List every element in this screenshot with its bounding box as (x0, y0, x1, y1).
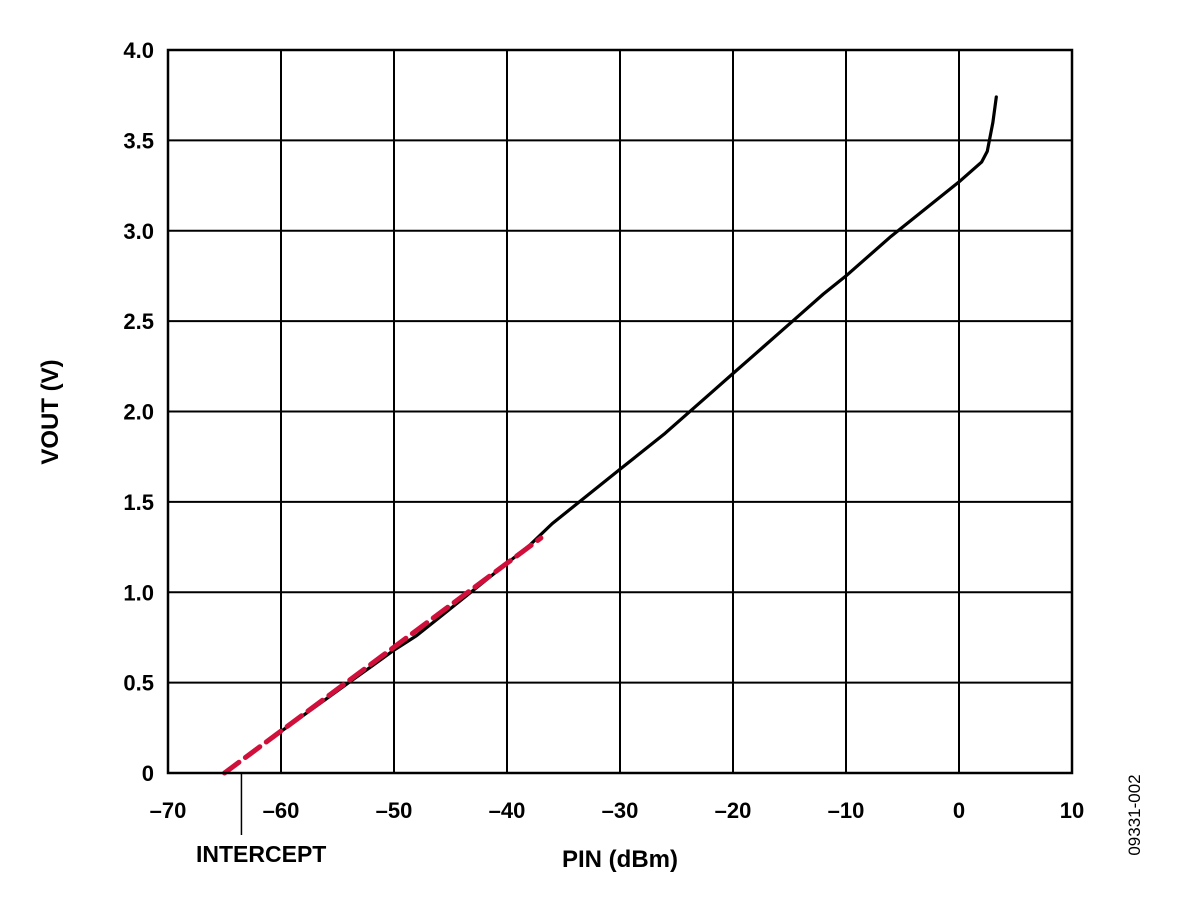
y-tick-label: 0.5 (123, 671, 154, 696)
x-tick-label: –70 (150, 798, 187, 823)
y-tick-label: 1.5 (123, 490, 154, 515)
x-axis-title: PIN (dBm) (562, 846, 678, 873)
x-tick-label: 0 (953, 798, 965, 823)
x-tick-label: –60 (263, 798, 300, 823)
figure-id: 09331-002 (1125, 774, 1144, 855)
x-tick-label: –30 (602, 798, 639, 823)
y-tick-label: 0 (142, 761, 154, 786)
vout-curve (279, 95, 998, 733)
y-axis-title: VOUT (V) (37, 359, 64, 464)
x-tick-label: –10 (828, 798, 865, 823)
intercept-fit-line (222, 535, 544, 776)
grid-lines (167, 49, 1073, 774)
y-tick-label: 2.5 (123, 309, 154, 334)
data-series (222, 95, 998, 776)
plot-border (166, 48, 1074, 775)
y-tick-label: 3.5 (123, 128, 154, 153)
plot-frame (166, 48, 1074, 775)
y-tick-label: 2.0 (123, 400, 154, 425)
tick-labels: –70 –60 –50 –40 –30 –20 –10 0 10 0 0.5 1.0 1.5 2.0 2.5… (123, 38, 1084, 823)
x-tick-label: –20 (715, 798, 752, 823)
x-tick-label: –50 (376, 798, 413, 823)
intercept-annotation: INTERCEPT (196, 841, 326, 867)
y-tick-label: 4.0 (123, 38, 154, 63)
x-tick-label: 10 (1060, 798, 1084, 823)
x-tick-label: –40 (489, 798, 526, 823)
y-tick-label: 1.0 (123, 580, 154, 605)
y-tick-label: 3.0 (123, 219, 154, 244)
